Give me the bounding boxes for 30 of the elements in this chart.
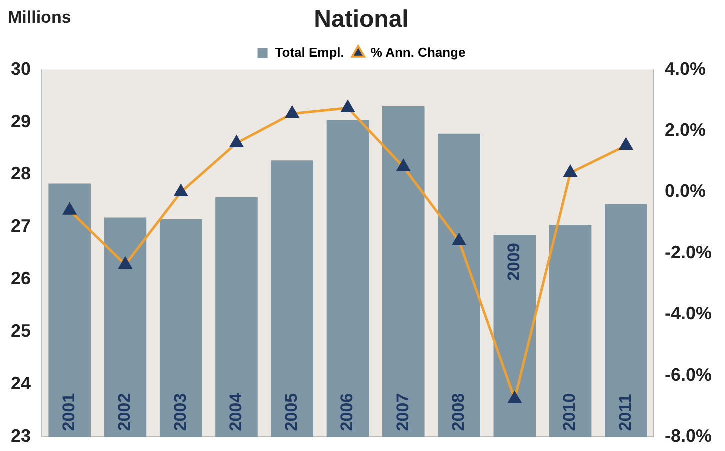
x-tick-label: 2004 — [226, 392, 246, 432]
x-tick-label: 2003 — [170, 393, 190, 432]
y2-tick-label: -4.0% — [664, 304, 712, 324]
x-tick-label: 2002 — [115, 393, 134, 432]
x-tick-label: 2001 — [60, 393, 79, 432]
y-tick-label: 26 — [10, 268, 32, 289]
y-tick-label: 28 — [10, 164, 32, 184]
x-tick-label: 2011 — [616, 394, 635, 432]
y-tick-label: 30 — [10, 58, 32, 79]
chart-title: National — [314, 6, 409, 34]
x-tick-label: 2008 — [448, 393, 468, 432]
y2-tick-label: -6.0% — [664, 364, 712, 385]
y-tick-label: 25 — [10, 321, 32, 342]
y2-tick-label: -2.0% — [664, 242, 712, 262]
x-tick-label: 2006 — [338, 393, 357, 432]
y2-tick-label: -8.0% — [664, 426, 712, 446]
y-tick-label: 27 — [10, 216, 32, 236]
x-tick-label: 2007 — [393, 393, 412, 432]
y2-tick-label: 0.0% — [664, 181, 706, 202]
y-tick-label: 29 — [10, 111, 32, 132]
y2-tick-label: 2.0% — [664, 120, 706, 140]
y-tick-label: 23 — [10, 426, 32, 446]
y2-tick-label: 4.0% — [664, 58, 706, 79]
legend-label: % Ann. Change — [370, 44, 466, 60]
x-tick-label: 2005 — [282, 393, 302, 432]
legend-label: Total Empl. — [275, 44, 344, 60]
x-tick-label: 2010 — [560, 393, 580, 432]
y-tick-label: 24 — [10, 374, 32, 394]
x-tick-label: 2009 — [504, 243, 524, 281]
y-axis-title: Millions — [8, 8, 72, 28]
